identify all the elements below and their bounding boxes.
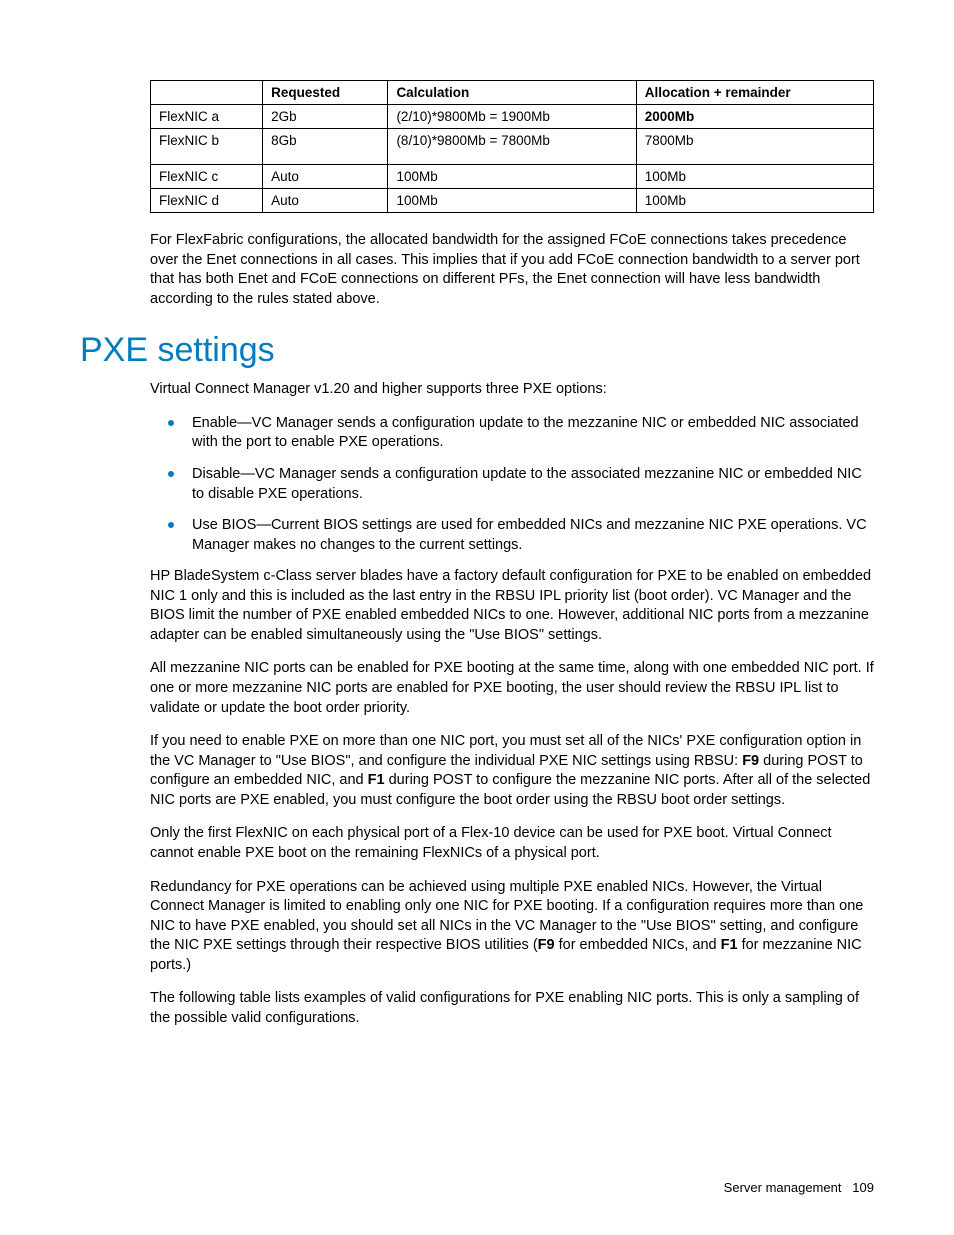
bullet-icon bbox=[168, 420, 174, 426]
table-row: FlexNIC a2Gb(2/10)*9800Mb = 1900Mb2000Mb bbox=[151, 105, 874, 129]
key-f1: F1 bbox=[721, 937, 738, 953]
page-footer: Server management 109 bbox=[724, 1180, 874, 1195]
table-row: FlexNIC dAuto100Mb100Mb bbox=[151, 189, 874, 213]
list-item-text: Use BIOS—Current BIOS settings are used … bbox=[192, 517, 867, 553]
table-cell: 100Mb bbox=[388, 189, 636, 213]
table-header-row: Requested Calculation Allocation + remai… bbox=[151, 81, 874, 105]
table-header-cell bbox=[151, 81, 263, 105]
table-cell: FlexNIC c bbox=[151, 165, 263, 189]
table-cell: 2000Mb bbox=[636, 105, 873, 129]
table-header-cell: Allocation + remainder bbox=[636, 81, 873, 105]
table-cell: 7800Mb bbox=[636, 129, 873, 165]
document-page: Requested Calculation Allocation + remai… bbox=[0, 0, 954, 1235]
key-f9: F9 bbox=[538, 937, 555, 953]
table-cell: Auto bbox=[263, 165, 388, 189]
table-header-cell: Calculation bbox=[388, 81, 636, 105]
paragraph-first-flexnic: Only the first FlexNIC on each physical … bbox=[150, 824, 874, 863]
table-cell: 2Gb bbox=[263, 105, 388, 129]
paragraph-pxe-intro: Virtual Connect Manager v1.20 and higher… bbox=[150, 380, 874, 400]
allocation-table: Requested Calculation Allocation + remai… bbox=[150, 80, 874, 213]
list-item: Disable—VC Manager sends a configuration… bbox=[150, 465, 874, 504]
paragraph-following-table: The following table lists examples of va… bbox=[150, 989, 874, 1028]
table-cell: Auto bbox=[263, 189, 388, 213]
table-cell: FlexNIC d bbox=[151, 189, 263, 213]
key-f1: F1 bbox=[368, 772, 385, 788]
footer-section-label: Server management bbox=[724, 1180, 842, 1195]
list-item: Use BIOS—Current BIOS settings are used … bbox=[150, 516, 874, 555]
pxe-options-list: Enable—VC Manager sends a configuration … bbox=[150, 414, 874, 555]
table-header-cell: Requested bbox=[263, 81, 388, 105]
footer-page-number: 109 bbox=[852, 1180, 874, 1195]
table-body: FlexNIC a2Gb(2/10)*9800Mb = 1900Mb2000Mb… bbox=[151, 105, 874, 213]
table-row: FlexNIC b8Gb(8/10)*9800Mb = 7800Mb7800Mb bbox=[151, 129, 874, 165]
bullet-icon bbox=[168, 522, 174, 528]
paragraph-mezzanine: All mezzanine NIC ports can be enabled f… bbox=[150, 659, 874, 718]
table-cell: (8/10)*9800Mb = 7800Mb bbox=[388, 129, 636, 165]
content-block: Virtual Connect Manager v1.20 and higher… bbox=[150, 380, 874, 1028]
list-item-text: Disable—VC Manager sends a configuration… bbox=[192, 466, 862, 502]
key-f9: F9 bbox=[742, 753, 759, 769]
table-cell: FlexNIC a bbox=[151, 105, 263, 129]
bullet-icon bbox=[168, 471, 174, 477]
paragraph-flexfabric: For FlexFabric configurations, the alloc… bbox=[150, 231, 874, 309]
heading-pxe-settings: PXE settings bbox=[80, 331, 874, 370]
table-cell: 100Mb bbox=[636, 165, 873, 189]
paragraph-bladesystem: HP BladeSystem c-Class server blades hav… bbox=[150, 567, 874, 645]
content-block: Requested Calculation Allocation + remai… bbox=[150, 80, 874, 309]
text-span: for embedded NICs, and bbox=[555, 937, 721, 953]
table-cell: (2/10)*9800Mb = 1900Mb bbox=[388, 105, 636, 129]
table-cell: 8Gb bbox=[263, 129, 388, 165]
table-row: FlexNIC cAuto100Mb100Mb bbox=[151, 165, 874, 189]
table-cell: 100Mb bbox=[388, 165, 636, 189]
list-item-text: Enable—VC Manager sends a configuration … bbox=[192, 415, 859, 451]
paragraph-redundancy: Redundancy for PXE operations can be ach… bbox=[150, 878, 874, 976]
table-cell: FlexNIC b bbox=[151, 129, 263, 165]
paragraph-multi-nic: If you need to enable PXE on more than o… bbox=[150, 732, 874, 810]
table-cell: 100Mb bbox=[636, 189, 873, 213]
list-item: Enable—VC Manager sends a configuration … bbox=[150, 414, 874, 453]
